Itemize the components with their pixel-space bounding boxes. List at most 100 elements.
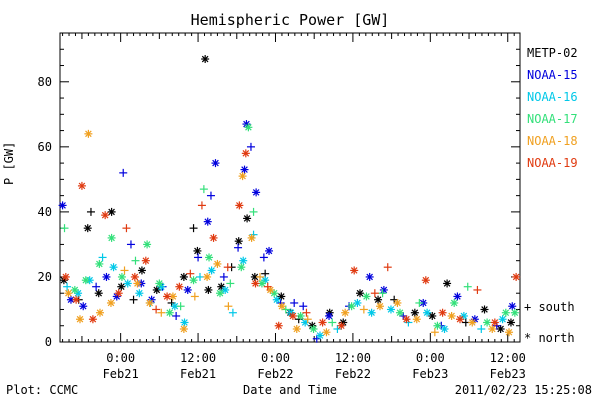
data-point — [152, 305, 161, 314]
data-point — [189, 224, 198, 233]
data-point — [247, 233, 256, 242]
data-point — [328, 318, 337, 327]
data-point — [60, 224, 69, 233]
data-point — [79, 302, 88, 311]
data-point — [117, 282, 126, 291]
data-point — [510, 308, 519, 317]
data-point — [376, 302, 384, 311]
data-point — [207, 266, 216, 275]
data-point — [386, 305, 395, 314]
data-point — [176, 302, 185, 311]
data-point — [290, 298, 299, 307]
data-point — [421, 276, 430, 285]
data-point — [114, 289, 123, 298]
data-point — [365, 272, 374, 281]
data-point — [501, 308, 510, 317]
plot-timestamp: 2011/02/23 15:25:08 — [454, 383, 592, 397]
data-point — [393, 298, 402, 307]
data-point — [447, 311, 456, 320]
data-point — [438, 308, 447, 317]
data-point — [206, 191, 215, 200]
data-point — [172, 311, 181, 320]
data-point — [508, 302, 517, 311]
data-point — [64, 289, 73, 298]
data-point — [199, 185, 208, 194]
data-point — [430, 328, 439, 337]
data-point — [265, 246, 274, 255]
y-tick-label: 0 — [45, 335, 52, 349]
data-point — [58, 201, 67, 210]
data-point — [378, 289, 387, 298]
data-point — [374, 295, 383, 304]
data-point — [433, 321, 442, 330]
x-tick-label-time: 0:00 — [106, 351, 135, 365]
data-point — [359, 305, 368, 314]
data-point — [95, 259, 104, 268]
data-point — [383, 263, 392, 272]
data-point — [483, 318, 492, 327]
legend-item: NOAA-16 — [527, 90, 578, 104]
data-point — [209, 233, 218, 242]
data-point — [120, 266, 129, 275]
data-point — [226, 279, 235, 288]
data-point — [277, 292, 286, 301]
data-point — [193, 246, 202, 255]
data-point — [186, 269, 195, 278]
data-point — [131, 256, 140, 265]
legend-item: NOAA-17 — [527, 112, 578, 126]
data-point — [119, 168, 128, 177]
data-point — [443, 279, 452, 288]
data-point — [204, 285, 213, 294]
legend-item: NOAA-18 — [527, 134, 578, 148]
x-axis-label: Date and Time — [243, 383, 337, 397]
data-point — [350, 266, 359, 275]
data-point — [325, 311, 334, 320]
data-point — [259, 253, 268, 262]
x-tick-label-time: 12:00 — [490, 351, 526, 365]
data-point — [183, 285, 192, 294]
data-point — [94, 289, 103, 298]
data-point — [129, 295, 138, 304]
data-point — [92, 282, 101, 291]
data-point — [410, 308, 419, 317]
data-point — [133, 279, 142, 288]
data-point — [122, 224, 131, 233]
data-point — [107, 233, 116, 242]
data-point — [309, 324, 318, 333]
data-point — [249, 207, 258, 216]
data-point — [205, 253, 214, 262]
data-point — [488, 324, 497, 333]
data-point — [107, 207, 116, 216]
data-point — [126, 240, 135, 249]
plot-credit: Plot: CCMC — [6, 383, 79, 397]
data-point — [241, 149, 250, 158]
legend-item: NOAA-15 — [527, 68, 578, 82]
data-point — [81, 276, 90, 285]
x-tick-label-date: Feb21 — [103, 367, 139, 381]
data-point — [234, 237, 243, 246]
data-point — [302, 308, 311, 317]
data-point — [288, 311, 297, 320]
data-point — [251, 279, 260, 288]
data-point — [72, 295, 81, 304]
data-point — [263, 282, 272, 291]
data-point — [339, 318, 348, 327]
x-tick-label-time: 12:00 — [180, 351, 216, 365]
data-point — [252, 188, 261, 197]
data-point — [163, 292, 172, 301]
data-point — [175, 282, 184, 291]
data-point — [221, 285, 230, 294]
data-point — [102, 272, 111, 281]
data-point — [480, 305, 489, 314]
x-tick-label-date: Feb23 — [490, 367, 526, 381]
data-point — [463, 282, 472, 291]
data-point — [453, 292, 462, 301]
y-tick-label: 80 — [38, 75, 52, 89]
x-tick-label-time: 0:00 — [261, 351, 290, 365]
data-point — [201, 55, 210, 64]
data-point — [190, 292, 199, 301]
data-point — [353, 298, 362, 307]
y-tick-label: 40 — [38, 205, 52, 219]
data-point — [292, 324, 301, 333]
data-point — [412, 315, 421, 324]
